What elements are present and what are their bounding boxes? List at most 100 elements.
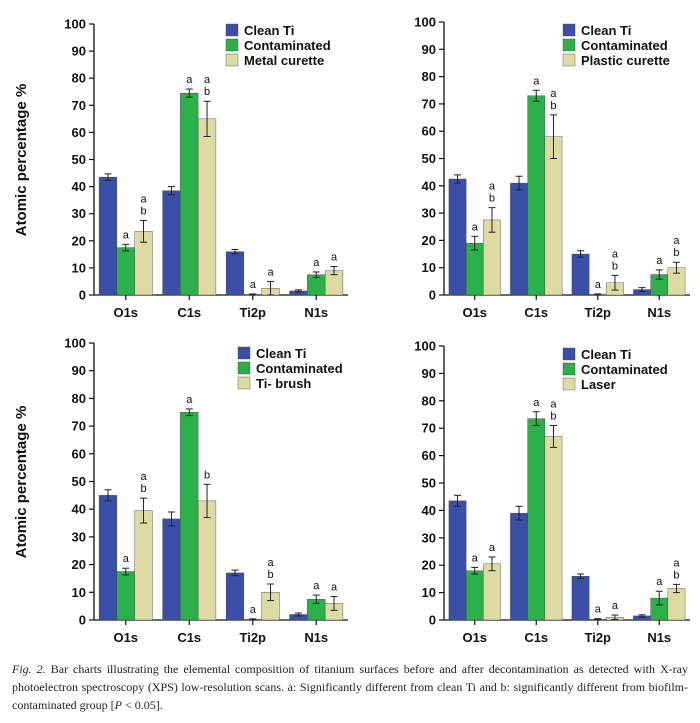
y-tick-label: 100: [64, 17, 86, 32]
y-tick-label: 100: [414, 15, 436, 30]
figure-caption: Fig. 2. Bar charts illustrating the elem…: [12, 660, 688, 714]
y-tick-label: 20: [422, 233, 436, 248]
significance-label: a: [331, 581, 338, 593]
y-tick-label: 50: [422, 476, 436, 491]
bar-clean-ti: [98, 176, 118, 296]
y-tick-label: 70: [422, 96, 436, 111]
y-tick-label: 50: [72, 152, 86, 167]
y-tick-label: 80: [72, 391, 86, 406]
bar-contaminated: [116, 571, 135, 621]
y-tick-label: 10: [422, 260, 436, 275]
significance-label: a: [612, 600, 619, 612]
significance-label: a: [533, 75, 540, 87]
bar-contaminated: [180, 92, 199, 296]
bar-clean-ti: [162, 518, 181, 621]
legend-label: Contaminated: [581, 362, 668, 377]
significance-label: b: [550, 100, 556, 112]
y-tick-label: 30: [72, 206, 86, 221]
legend-swatch: [562, 53, 576, 67]
caption-label: Fig. 2.: [12, 662, 46, 676]
significance-label: a: [313, 257, 320, 269]
significance-label: a: [533, 397, 540, 409]
y-tick-label: 20: [422, 558, 436, 573]
significance-label: a: [140, 193, 147, 205]
significance-label: a: [656, 255, 663, 267]
significance-label: a: [656, 576, 663, 588]
significance-label: b: [489, 193, 495, 205]
y-tick-label: 40: [72, 179, 86, 194]
significance-label: b: [673, 247, 679, 259]
caption-p-symbol: P: [114, 698, 122, 712]
legend-label: Laser: [581, 377, 616, 392]
bar-contaminated: [116, 247, 135, 296]
legend-label: Contaminated: [256, 361, 343, 376]
y-tick-label: 40: [422, 503, 436, 518]
significance-label: b: [550, 410, 556, 422]
bar-contaminated: [180, 412, 199, 621]
x-tick-label: Ti2p: [240, 305, 267, 320]
significance-label: a: [250, 604, 257, 616]
significance-label: a: [472, 221, 479, 233]
y-tick-label: 10: [422, 585, 436, 600]
legend-label: Metal curette: [244, 53, 324, 68]
legend-swatch: [237, 376, 251, 390]
significance-label: a: [267, 557, 274, 569]
legend-label: Contaminated: [581, 38, 668, 53]
significance-label: a: [612, 248, 619, 260]
legend-label: Clean Ti: [581, 347, 631, 362]
significance-label: a: [123, 553, 130, 565]
significance-label: a: [186, 394, 193, 406]
x-tick-label: Ti2p: [240, 630, 267, 645]
y-tick-label: 0: [79, 613, 86, 628]
y-tick-label: 0: [429, 288, 436, 303]
x-tick-label: O1s: [113, 630, 138, 645]
x-tick-label: N1s: [647, 305, 671, 320]
y-tick-label: 0: [79, 288, 86, 303]
y-tick-label: 80: [422, 69, 436, 84]
bar-contaminated: [527, 418, 546, 621]
y-tick-label: 60: [422, 448, 436, 463]
legend-swatch: [562, 38, 576, 52]
y-tick-label: 70: [72, 98, 86, 113]
y-tick-label: 100: [414, 339, 436, 354]
bar-clean-ti: [162, 190, 181, 296]
legend-swatch: [562, 23, 576, 37]
legend-label: Contaminated: [244, 38, 331, 53]
x-tick-label: C1s: [177, 630, 201, 645]
legend-label: Clean Ti: [581, 23, 631, 38]
y-tick-label: 20: [72, 233, 86, 248]
significance-label: a: [550, 398, 557, 410]
bar-clean-ti: [571, 575, 590, 621]
x-tick-label: C1s: [177, 305, 201, 320]
bar-clean-ti: [448, 178, 467, 296]
significance-label: a: [140, 471, 147, 483]
significance-label: a: [595, 279, 602, 291]
x-tick-label: O1s: [462, 630, 487, 645]
caption-text: Bar charts illustrating the elemental co…: [12, 662, 689, 712]
bar-ti-brush: [197, 500, 217, 621]
significance-label: a: [673, 557, 680, 569]
bar-plastic-curette: [544, 136, 563, 296]
y-axis-label: Atomic percentage %: [13, 84, 30, 237]
legend-label: Clean Ti: [244, 23, 294, 38]
significance-label: a: [472, 552, 479, 564]
y-tick-label: 80: [72, 71, 86, 86]
legend-label: Ti- brush: [256, 376, 311, 391]
y-tick-label: 60: [72, 125, 86, 140]
y-tick-label: 30: [72, 529, 86, 544]
caption-tail: < 0.05].: [121, 698, 163, 712]
chart-panel-2: 0102030405060708090100O1saabC1saabTi2paa…: [414, 15, 690, 320]
y-tick-label: 30: [422, 530, 436, 545]
y-tick-label: 80: [422, 393, 436, 408]
y-tick-label: 90: [422, 42, 436, 57]
y-tick-label: 40: [422, 178, 436, 193]
significance-label: a: [489, 542, 496, 554]
y-tick-label: 20: [72, 557, 86, 572]
y-tick-label: 100: [64, 336, 86, 351]
bar-contaminated: [465, 242, 484, 296]
bar-laser: [544, 436, 563, 621]
significance-label: a: [673, 235, 680, 247]
y-tick-label: 60: [72, 446, 86, 461]
